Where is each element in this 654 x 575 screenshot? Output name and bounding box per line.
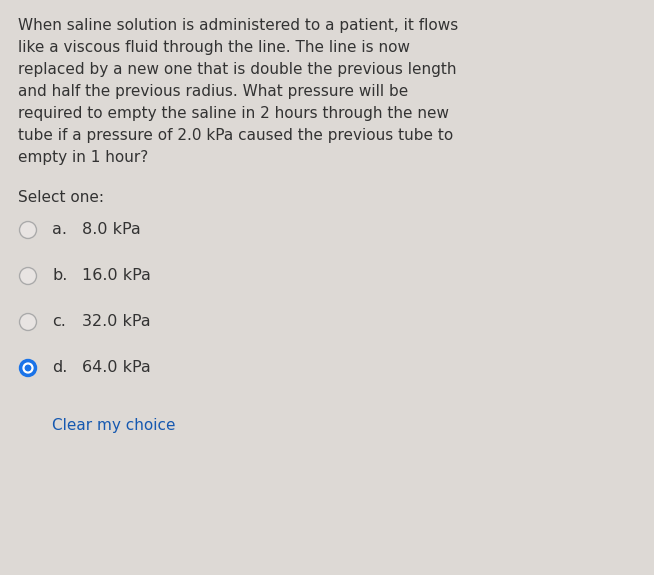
Text: 8.0 kPa: 8.0 kPa xyxy=(82,222,141,237)
Text: 16.0 kPa: 16.0 kPa xyxy=(82,268,151,283)
Circle shape xyxy=(20,267,37,285)
Circle shape xyxy=(20,313,37,331)
Text: 32.0 kPa: 32.0 kPa xyxy=(82,314,150,329)
Text: When saline solution is administered to a patient, it flows: When saline solution is administered to … xyxy=(18,18,458,33)
Text: replaced by a new one that is double the previous length: replaced by a new one that is double the… xyxy=(18,62,456,77)
Text: and half the previous radius. What pressure will be: and half the previous radius. What press… xyxy=(18,84,408,99)
Circle shape xyxy=(20,221,37,239)
Text: c.: c. xyxy=(52,314,66,329)
Circle shape xyxy=(23,363,33,373)
Circle shape xyxy=(20,359,37,377)
Text: required to empty the saline in 2 hours through the new: required to empty the saline in 2 hours … xyxy=(18,106,449,121)
Text: like a viscous fluid through the line. The line is now: like a viscous fluid through the line. T… xyxy=(18,40,410,55)
Circle shape xyxy=(26,365,31,371)
Text: empty in 1 hour?: empty in 1 hour? xyxy=(18,150,148,165)
Text: Clear my choice: Clear my choice xyxy=(52,418,175,433)
Text: b.: b. xyxy=(52,268,67,283)
Text: d.: d. xyxy=(52,360,67,375)
Text: tube if a pressure of 2.0 kPa caused the previous tube to: tube if a pressure of 2.0 kPa caused the… xyxy=(18,128,453,143)
Text: a.: a. xyxy=(52,222,67,237)
Text: 64.0 kPa: 64.0 kPa xyxy=(82,360,151,375)
Text: Select one:: Select one: xyxy=(18,190,104,205)
